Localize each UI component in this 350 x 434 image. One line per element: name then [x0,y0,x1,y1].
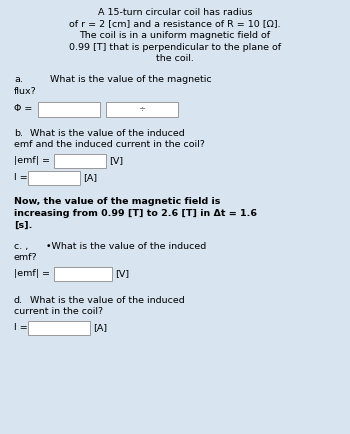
Text: emf?: emf? [14,253,38,263]
Text: •What is the value of the induced: •What is the value of the induced [46,242,206,251]
Text: flux?: flux? [14,87,37,96]
Text: Now, the value of the magnetic field is: Now, the value of the magnetic field is [14,197,220,207]
Text: I =: I = [14,173,28,182]
Text: |emf| =: |emf| = [14,270,50,279]
Text: |emf| =: |emf| = [14,156,50,165]
Text: a.: a. [14,76,23,85]
FancyBboxPatch shape [28,321,90,335]
FancyBboxPatch shape [38,102,100,116]
Text: increasing from 0.99 [T] to 2.6 [T] in Δt = 1.6: increasing from 0.99 [T] to 2.6 [T] in Δ… [14,209,257,218]
Text: [V]: [V] [109,156,123,165]
Text: [s].: [s]. [14,220,32,230]
Text: The coil is in a uniform magnetic field of: The coil is in a uniform magnetic field … [79,31,271,40]
Text: I =: I = [14,323,28,332]
Text: What is the value of the induced: What is the value of the induced [30,128,185,138]
Text: ÷: ÷ [139,105,146,114]
Text: c. ,: c. , [14,242,28,251]
Text: emf and the induced current in the coil?: emf and the induced current in the coil? [14,140,205,149]
Text: d.: d. [14,296,23,305]
FancyBboxPatch shape [54,267,112,281]
Text: What is the value of the magnetic: What is the value of the magnetic [50,76,212,85]
FancyBboxPatch shape [106,102,178,116]
Text: [V]: [V] [115,270,129,279]
Text: What is the value of the induced: What is the value of the induced [30,296,185,305]
Text: A 15-turn circular coil has radius: A 15-turn circular coil has radius [98,8,252,17]
FancyBboxPatch shape [28,171,80,184]
Text: b.: b. [14,128,23,138]
Text: 0.99 [T] that is perpendicular to the plane of: 0.99 [T] that is perpendicular to the pl… [69,43,281,52]
Text: [A]: [A] [93,323,107,332]
Text: [A]: [A] [83,173,97,182]
FancyBboxPatch shape [54,154,106,168]
Text: Φ =: Φ = [14,104,32,113]
Text: current in the coil?: current in the coil? [14,308,103,316]
Text: of r = 2 [cm] and a resistance of R = 10 [Ω].: of r = 2 [cm] and a resistance of R = 10… [69,20,281,29]
Text: the coil.: the coil. [156,54,194,63]
